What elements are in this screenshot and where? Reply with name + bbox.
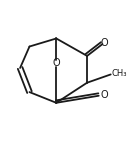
Text: O: O (53, 58, 60, 68)
Text: O: O (101, 38, 108, 47)
Text: CH₃: CH₃ (111, 69, 127, 78)
Text: O: O (101, 90, 108, 100)
